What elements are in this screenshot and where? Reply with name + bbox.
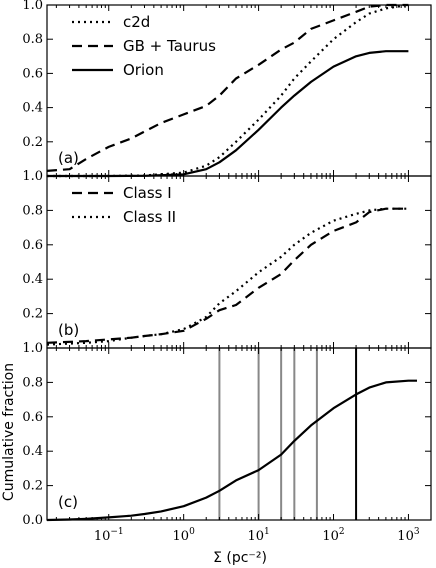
legend-label: Orion	[123, 61, 164, 79]
legend-label: GB + Taurus	[123, 37, 216, 55]
series-line	[46, 3, 409, 172]
legend-label: c2d	[123, 13, 150, 31]
panel-label: (a)	[58, 149, 79, 167]
panel-frame	[46, 175, 432, 349]
legend: c2d GB + Taurus Orion	[72, 13, 216, 79]
y-tick-label: 1.0	[22, 0, 43, 13]
x-tick-label: 10−1	[94, 527, 124, 544]
panel-frame	[46, 4, 432, 177]
y-tick-label: 1.0	[22, 341, 43, 356]
x-tick-label: 100	[173, 527, 196, 544]
x-tick-label: 102	[322, 527, 344, 544]
y-tick-label: 0.6	[22, 238, 43, 253]
y-tick-label: 0.6	[22, 410, 43, 425]
x-axis-label: Σ (pc⁻²)	[213, 550, 267, 566]
y-tick-label: 0.4	[22, 101, 43, 116]
series-line	[47, 3, 409, 178]
y-tick-label: 0.2	[22, 135, 43, 150]
panel-1: 1.0 0.8 0.6 0.4 0.2 (a) c2d GB + Taurus Orion	[22, 0, 432, 178]
panel-label: (c)	[58, 493, 78, 511]
panel-2: 1.0 0.8 0.6 0.4 0.2 (b) Class I Class II	[22, 169, 432, 349]
legend: Class I Class II	[72, 184, 176, 226]
y-tick-label: 0.8	[22, 375, 43, 390]
y-tick-label: 1.0	[22, 169, 43, 184]
series-line	[46, 207, 409, 344]
x-tick-label: 103	[397, 527, 420, 544]
y-tick-label: 0.4	[22, 444, 43, 459]
y-tick-label: 0.8	[22, 32, 43, 47]
series-line	[46, 379, 417, 522]
y-axis-label: Cumulative fraction	[1, 363, 17, 501]
x-axis: 10−1 100 101 102 103	[94, 527, 420, 544]
panel-label: (b)	[58, 321, 79, 339]
x-tick-label: 101	[247, 527, 269, 544]
y-tick-label: 0.2	[22, 307, 43, 322]
panel-frame	[46, 347, 432, 521]
y-tick-label: 0.8	[22, 203, 43, 218]
y-tick-label: 0.6	[22, 66, 43, 81]
series-line	[46, 207, 409, 346]
y-tick-label: 0.4	[22, 272, 43, 287]
series-line	[47, 50, 409, 178]
legend-label: Class II	[123, 208, 176, 226]
legend-label: Class I	[123, 184, 172, 202]
y-tick-label: 0.0	[22, 513, 43, 528]
panel-3: 1.0 0.8 0.6 0.4 0.2 0.0 (c)	[22, 341, 432, 528]
y-tick-label: 0.2	[22, 479, 43, 494]
